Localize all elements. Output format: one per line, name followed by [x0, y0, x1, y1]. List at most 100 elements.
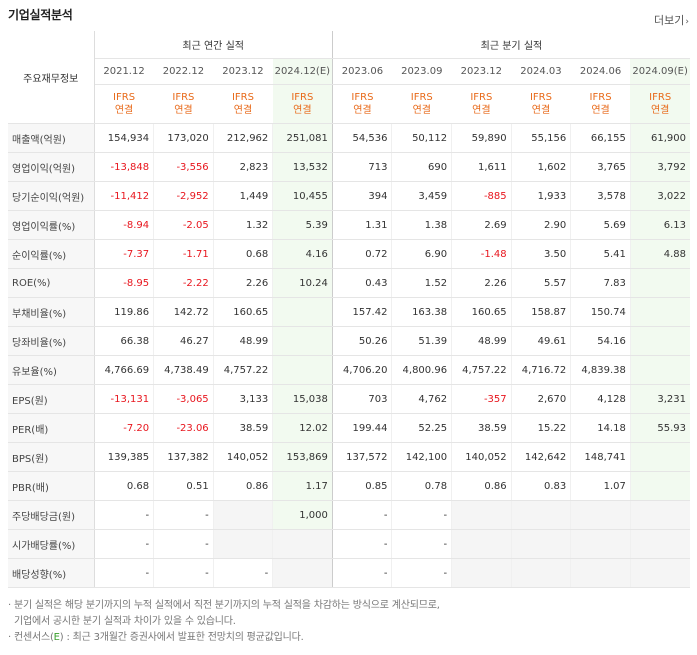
table-cell: [629, 442, 690, 472]
table-cell: -357: [451, 384, 512, 414]
table-cell: -1.71: [153, 239, 214, 269]
table-row: BPS(원) 139,385 137,382 140,052 153,869 137,57…: [8, 442, 690, 472]
table-cell: 173,020: [153, 123, 214, 153]
period-header: 2023.09: [391, 58, 452, 85]
table-cell: 157.42: [331, 297, 392, 327]
table-cell: 2.26: [212, 268, 273, 298]
group-quarterly: 최근 분기 실적: [331, 31, 690, 59]
table-row: 순이익률(%) -7.37 -1.71 0.68 4.16 0.72 6.90 -1.48 3.…: [8, 239, 690, 269]
table-cell: [570, 500, 631, 530]
table-cell: 1.17: [272, 471, 333, 501]
table-cell: -8.95: [93, 268, 154, 298]
table-cell: 1,000: [272, 500, 333, 530]
period-header: 2021.12: [94, 58, 154, 85]
table-cell: -: [391, 529, 452, 559]
row-label: 주당배당금(원): [8, 500, 95, 530]
table-cell: -3,065: [153, 384, 214, 414]
table-cell: 3,578: [570, 181, 631, 211]
table-cell: 12.02: [272, 413, 333, 443]
table-cell: 0.86: [451, 471, 512, 501]
period-header: 2022.12: [153, 58, 214, 85]
period-header: 2024.03: [511, 58, 571, 85]
table-cell: -7.37: [93, 239, 154, 269]
period-header: 2023.12: [451, 58, 512, 85]
table-cell: 3,022: [629, 181, 690, 211]
label-header: 주요재무정보: [8, 31, 95, 124]
chevron-right-icon: ›: [685, 17, 689, 27]
table-cell: 2.69: [451, 210, 512, 240]
table-cell: -2,952: [153, 181, 214, 211]
table-cell: 160.65: [212, 297, 273, 327]
table-cell: [629, 297, 690, 327]
table-cell: -7.20: [93, 413, 154, 443]
table-cell: 1.52: [391, 268, 452, 298]
table-cell: [451, 558, 512, 588]
table-cell: [629, 355, 690, 385]
period-header: 2024.06: [570, 58, 631, 85]
table-cell: 1.31: [331, 210, 392, 240]
basis-header: IFRS 연결: [630, 84, 690, 124]
table-cell: -: [212, 558, 273, 588]
table-cell: 1.07: [570, 471, 631, 501]
table-cell: 4,839.38: [570, 355, 631, 385]
note-consensus: · 컨센서스(E) : 최근 3개월간 증권사에서 발표한 전망치의 평균값입니…: [8, 632, 304, 643]
table-cell: [629, 268, 690, 298]
table-cell: 212,962: [212, 123, 273, 153]
table-cell: [212, 500, 273, 530]
table-cell: 142,100: [391, 442, 452, 472]
table-row: 시가배당률(%) - - - -: [8, 529, 690, 559]
row-label: 영업이익(억원): [8, 152, 95, 182]
table-cell: 2,823: [212, 152, 273, 182]
table-cell: 5.57: [510, 268, 571, 298]
table-cell: 48.99: [451, 326, 512, 356]
table-cell: -: [153, 558, 214, 588]
table-cell: 160.65: [451, 297, 512, 327]
row-label: 배당성향(%): [8, 558, 95, 588]
basis-header: IFRS 연결: [391, 84, 452, 124]
table-cell: 5.41: [570, 239, 631, 269]
table-cell: 10,455: [272, 181, 333, 211]
table-cell: 1,611: [451, 152, 512, 182]
period-header: 2023.12: [213, 58, 273, 85]
table-cell: -: [93, 500, 154, 530]
table-cell: 139,385: [93, 442, 154, 472]
table-cell: 4,762: [391, 384, 452, 414]
table-cell: 51.39: [391, 326, 452, 356]
table-cell: 15.22: [510, 413, 571, 443]
table-cell: 4.88: [629, 239, 690, 269]
table-cell: 153,869: [272, 442, 333, 472]
table-cell: 5.69: [570, 210, 631, 240]
table-cell: 52.25: [391, 413, 452, 443]
table-cell: 55.93: [629, 413, 690, 443]
note-quarterly: · 분기 실적은 해당 분기까지의 누적 실적에서 직전 분기까지의 누적 실적…: [8, 600, 440, 611]
table-cell: 0.68: [212, 239, 273, 269]
more-link[interactable]: 더보기›: [654, 12, 689, 28]
table-cell: 3,765: [570, 152, 631, 182]
basis-header: IFRS 연결: [511, 84, 571, 124]
table-cell: -8.94: [93, 210, 154, 240]
basis-header: IFRS 연결: [570, 84, 631, 124]
table-cell: [629, 500, 690, 530]
row-label: PBR(배): [8, 471, 95, 501]
table-cell: -23.06: [153, 413, 214, 443]
table-cell: 142.72: [153, 297, 214, 327]
table-cell: 142,642: [510, 442, 571, 472]
table-cell: 703: [331, 384, 392, 414]
table-cell: 137,382: [153, 442, 214, 472]
table-cell: 4,738.49: [153, 355, 214, 385]
table-cell: 0.68: [93, 471, 154, 501]
table-cell: 4,706.20: [331, 355, 392, 385]
row-label: 부채비율(%): [8, 297, 95, 327]
table-cell: 14.18: [570, 413, 631, 443]
table-cell: 3,792: [629, 152, 690, 182]
footnotes: · 분기 실적은 해당 분기까지의 누적 실적에서 직전 분기까지의 누적 실적…: [8, 598, 440, 646]
row-label: 당좌비율(%): [8, 326, 95, 356]
table-cell: 1.38: [391, 210, 452, 240]
table-cell: 38.59: [451, 413, 512, 443]
table-cell: 7.83: [570, 268, 631, 298]
table-cell: -11,412: [93, 181, 154, 211]
table-cell: [629, 558, 690, 588]
basis-header: IFRS 연결: [153, 84, 214, 124]
basis-header: IFRS 연결: [213, 84, 273, 124]
table-cell: [212, 529, 273, 559]
